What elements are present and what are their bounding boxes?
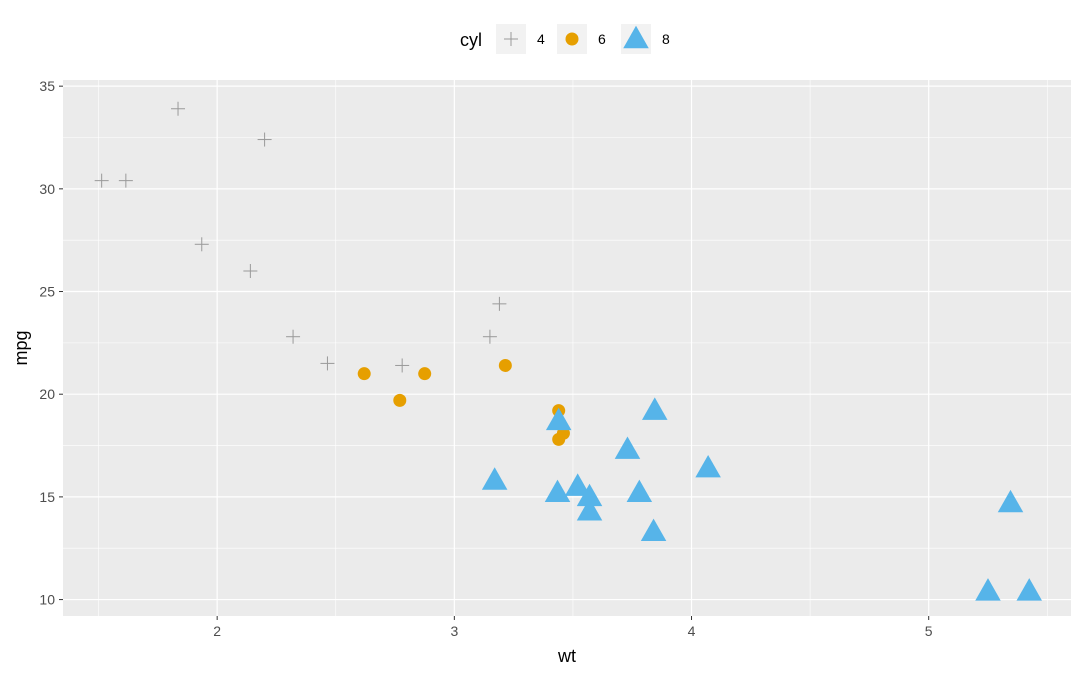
y-tick-label: 15 bbox=[39, 489, 55, 505]
legend-key-8 bbox=[623, 25, 649, 49]
legend-label: 4 bbox=[537, 31, 545, 47]
data-point-cyl-6 bbox=[552, 432, 566, 446]
data-point-cyl-8 bbox=[1016, 578, 1043, 601]
y-tick-label: 20 bbox=[39, 386, 55, 402]
legend-key-6 bbox=[565, 32, 579, 46]
x-tick-label: 2 bbox=[213, 623, 221, 639]
data-points bbox=[94, 101, 1043, 601]
data-point-cyl-8 bbox=[641, 397, 668, 420]
data-point-cyl-8 bbox=[576, 483, 603, 507]
data-point-cyl-8 bbox=[544, 479, 571, 503]
data-point-cyl-8 bbox=[614, 436, 641, 459]
data-point-cyl-4 bbox=[257, 132, 272, 147]
x-axis-title: wt bbox=[557, 646, 576, 666]
data-point-cyl-4 bbox=[395, 358, 410, 373]
legend-label: 6 bbox=[598, 31, 606, 47]
x-tick-label: 5 bbox=[925, 623, 933, 639]
x-tick-label: 3 bbox=[450, 623, 458, 639]
data-point-cyl-8 bbox=[481, 467, 508, 490]
y-tick-label: 35 bbox=[39, 78, 55, 94]
data-point-cyl-6 bbox=[498, 358, 512, 372]
data-point-cyl-8 bbox=[640, 518, 667, 542]
legend-title: cyl bbox=[460, 30, 482, 50]
data-point-cyl-6 bbox=[393, 393, 407, 407]
y-tick-label: 25 bbox=[39, 284, 55, 300]
data-point-cyl-8 bbox=[695, 454, 721, 478]
data-point-cyl-4 bbox=[118, 173, 133, 188]
plot-panel bbox=[63, 80, 1071, 616]
legend-label: 8 bbox=[662, 31, 670, 47]
data-point-cyl-4 bbox=[94, 173, 109, 188]
legend: cyl 4 6 8 bbox=[460, 24, 670, 54]
minor-gridlines bbox=[63, 80, 1071, 616]
data-point-cyl-4 bbox=[492, 296, 507, 311]
data-point-cyl-4 bbox=[286, 329, 301, 344]
data-point-cyl-8 bbox=[626, 479, 653, 503]
x-tick-label: 4 bbox=[688, 623, 696, 639]
data-point-cyl-4 bbox=[320, 356, 335, 371]
data-point-cyl-4 bbox=[194, 237, 209, 252]
y-tick-label: 10 bbox=[39, 592, 55, 608]
y-axis: 10 15 20 25 30 35 bbox=[39, 78, 63, 608]
data-point-cyl-8 bbox=[564, 473, 591, 496]
y-axis-title: mpg bbox=[11, 330, 31, 365]
data-point-cyl-6 bbox=[418, 367, 432, 381]
legend-key-4 bbox=[504, 32, 518, 46]
data-point-cyl-4 bbox=[243, 263, 258, 278]
x-axis: 2 3 4 5 bbox=[213, 616, 933, 639]
y-tick-label: 30 bbox=[39, 181, 55, 197]
data-point-cyl-8 bbox=[545, 407, 572, 431]
data-point-cyl-8 bbox=[997, 489, 1024, 513]
data-point-cyl-6 bbox=[357, 367, 371, 381]
data-point-cyl-4 bbox=[171, 101, 186, 116]
data-point-cyl-8 bbox=[576, 498, 603, 521]
data-point-cyl-8 bbox=[975, 578, 1001, 601]
data-point-cyl-4 bbox=[482, 329, 497, 344]
major-gridlines bbox=[63, 80, 1071, 616]
